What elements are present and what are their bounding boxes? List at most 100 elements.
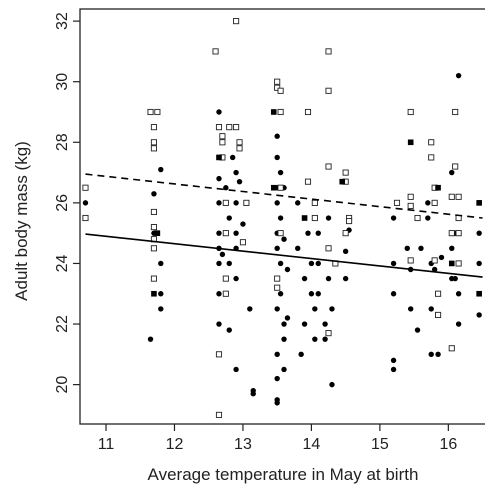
data-point-open-square	[325, 245, 332, 252]
plot-area-frame	[79, 8, 485, 425]
data-point-open-square	[277, 87, 284, 94]
data-point-open-square	[311, 199, 318, 206]
data-point-filled-circle	[390, 260, 397, 267]
data-point-filled-circle	[428, 351, 434, 358]
x-axis-label: Average temperature in May at birth	[148, 465, 419, 484]
data-point-filled-circle	[342, 275, 349, 282]
data-point-open-square	[325, 48, 332, 55]
x-tick-label: 14	[303, 436, 321, 453]
data-point-open-square	[150, 208, 157, 216]
data-point-open-square	[219, 139, 226, 146]
data-point-filled-circle	[308, 291, 315, 297]
x-tick-label: 16	[439, 436, 457, 453]
y-tick-label: 32	[54, 12, 71, 30]
data-point-open-square	[82, 184, 89, 191]
data-point-filled-circle	[322, 321, 328, 327]
data-point-filled-circle	[425, 200, 431, 206]
data-point-open-square	[325, 163, 332, 170]
data-point-filled-circle	[233, 169, 239, 176]
data-point-open-square	[82, 214, 89, 222]
y-tick-label: 22	[54, 315, 71, 333]
y-axis: 20 22 24 26 28 30 32	[54, 12, 80, 394]
data-point-open-square	[150, 124, 157, 131]
data-point-open-square	[233, 124, 240, 131]
data-point-filled-square	[270, 109, 277, 115]
data-point-filled-circle	[158, 306, 164, 312]
data-point-open-square	[428, 139, 435, 146]
data-point-filled-circle	[277, 215, 284, 221]
data-point-filled-circle	[308, 260, 315, 267]
data-point-open-square	[428, 154, 435, 161]
data-point-filled-circle	[277, 260, 284, 267]
data-point-filled-circle	[274, 375, 280, 382]
data-point-filled-circle	[281, 321, 287, 327]
data-point-open-square	[414, 214, 421, 222]
data-point-filled-circle	[435, 351, 441, 358]
data-point-filled-circle	[233, 200, 239, 206]
data-point-open-square	[233, 18, 240, 25]
data-point-filled-circle	[431, 266, 438, 273]
data-point-filled-circle	[226, 327, 232, 333]
data-point-filled-circle	[277, 169, 284, 176]
y-axis-label: Adult body mass (kg)	[12, 141, 31, 301]
x-axis: 11 12 13 14 15 16	[98, 424, 457, 453]
data-point-filled-circle	[151, 191, 157, 197]
y-tick-label: 24	[54, 254, 71, 272]
data-point-open-square	[407, 257, 414, 264]
data-point-filled-circle	[216, 260, 222, 267]
data-point-filled-circle	[250, 391, 256, 397]
data-point-filled-circle	[418, 245, 424, 252]
x-tick-label: 11	[98, 436, 115, 453]
data-point-open-square	[222, 275, 229, 282]
data-point-open-square	[150, 275, 157, 282]
data-point-filled-circle	[82, 200, 89, 206]
data-point-filled-circle	[390, 366, 397, 373]
data-point-open-square	[346, 217, 353, 225]
data-point-open-square	[219, 133, 226, 140]
data-point-filled-circle	[216, 230, 222, 236]
data-point-filled-circle	[233, 366, 239, 373]
data-point-open-square	[455, 260, 462, 267]
data-point-open-square	[452, 163, 459, 170]
data-point-open-square	[455, 230, 462, 237]
data-point-open-square	[448, 345, 455, 352]
data-point-filled-circle	[390, 291, 397, 297]
data-point-filled-circle	[274, 351, 280, 358]
data-point-filled-square	[435, 184, 441, 191]
y-tick-label: 28	[54, 133, 71, 151]
fit-line-solid	[85, 233, 483, 278]
data-point-open-square	[342, 169, 349, 176]
data-point-open-square	[407, 193, 414, 200]
data-point-filled-circle	[315, 230, 321, 236]
data-point-open-square	[150, 245, 157, 252]
data-point-filled-circle	[315, 291, 321, 297]
data-point-open-square	[435, 290, 442, 297]
data-point-filled-circle	[284, 266, 291, 273]
x-tick-label: 15	[371, 436, 389, 453]
data-point-filled-circle	[312, 336, 318, 342]
data-point-filled-circle	[158, 260, 164, 267]
data-point-filled-circle	[233, 230, 239, 236]
data-point-open-square	[236, 139, 243, 146]
data-point-open-square	[304, 178, 312, 185]
data-point-filled-circle	[147, 336, 154, 342]
data-point-filled-circle	[425, 215, 431, 221]
data-point-open-square	[311, 214, 318, 222]
data-point-filled-square	[216, 154, 222, 161]
data-point-filled-square	[448, 260, 455, 267]
data-point-filled-circle	[455, 291, 462, 297]
data-point-filled-circle	[305, 230, 311, 236]
data-point-open-square	[274, 284, 281, 291]
data-point-filled-circle	[452, 275, 458, 282]
data-point-open-square	[325, 330, 332, 337]
data-point-filled-square	[154, 230, 161, 236]
data-point-open-square	[393, 199, 401, 206]
data-point-filled-circle	[233, 275, 239, 282]
data-point-filled-circle	[449, 169, 455, 176]
data-point-filled-circle	[325, 215, 332, 221]
data-point-open-square	[274, 275, 281, 282]
data-point-open-square	[150, 224, 157, 231]
data-point-open-square	[455, 193, 462, 200]
data-point-filled-square	[301, 215, 308, 221]
